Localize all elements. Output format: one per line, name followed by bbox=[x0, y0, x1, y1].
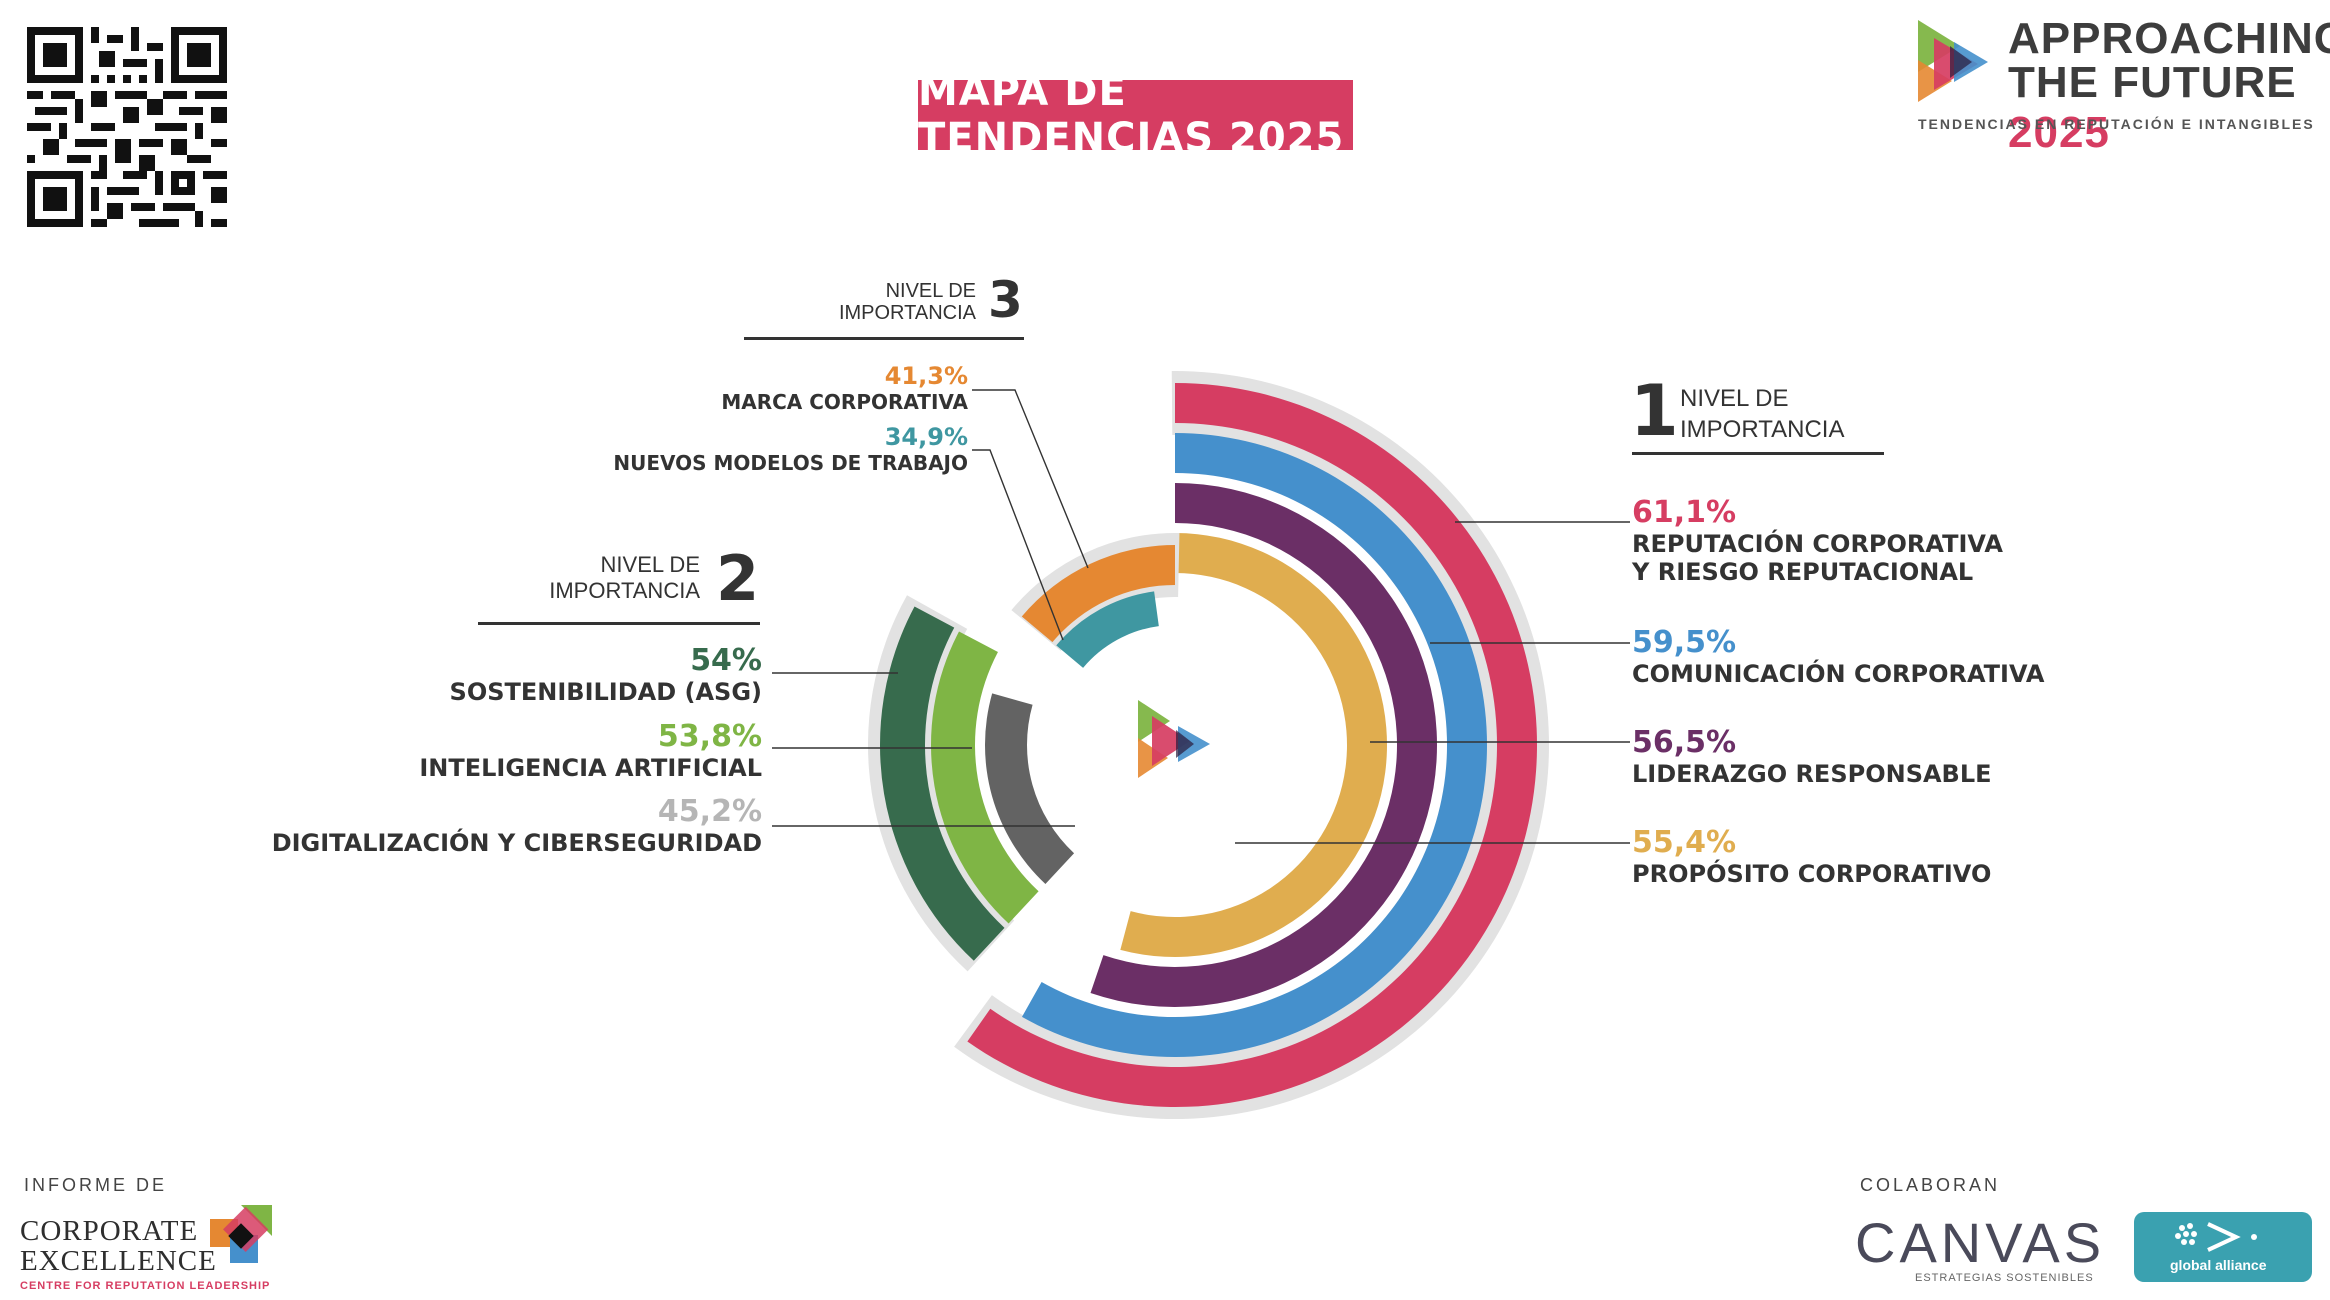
brand-name-line1: APPROACHING bbox=[2008, 14, 2330, 63]
text-nuevos-modelos: NUEVOS MODELOS DE TRABAJO bbox=[613, 451, 968, 475]
label-sostenibilidad: 54% SOSTENIBILIDAD (ASG) bbox=[360, 643, 762, 707]
level3-text2: IMPORTANCIA bbox=[838, 302, 976, 324]
global-alliance-text: global alliance bbox=[2170, 1257, 2267, 1273]
pct-digitalizacion: 45,2% bbox=[657, 794, 762, 829]
label-digitalizacion: 45,2% DIGITALIZACIÓN Y CIBERSEGURIDAD bbox=[200, 794, 762, 858]
brand-year: 2025 bbox=[2008, 108, 2110, 157]
global-alliance-logo bbox=[2134, 1212, 2312, 1282]
level3-number: 3 bbox=[988, 271, 1023, 329]
text-sostenibilidad: SOSTENIBILIDAD (ASG) bbox=[449, 678, 762, 706]
pct-comunicacion-corporativa: 59,5% bbox=[1632, 625, 1737, 660]
corporate-excellence-tagline: CENTRE FOR REPUTATION LEADERSHIP bbox=[20, 1280, 271, 1292]
level1-number: 1 bbox=[1630, 370, 1679, 452]
arc-digitalizacion bbox=[985, 693, 1075, 884]
arc-proposito-corporativo bbox=[1120, 533, 1387, 957]
level2-text2: IMPORTANCIA bbox=[549, 578, 700, 603]
level2-text1: NIVEL DE bbox=[600, 552, 700, 577]
label-proposito-corporativo: 55,4% PROPÓSITO CORPORATIVO bbox=[1632, 825, 2132, 889]
arc-inteligencia-artificial bbox=[930, 631, 1039, 924]
label-inteligencia-artificial: 53,8% INTELIGENCIA ARTIFICIAL bbox=[360, 719, 762, 783]
pct-liderazgo-responsable: 56,5% bbox=[1632, 725, 1737, 760]
text-liderazgo-responsable: LIDERAZGO RESPONSABLE bbox=[1632, 760, 1992, 788]
corporate-excellence-logo bbox=[210, 1205, 272, 1263]
text-comunicacion-corporativa: COMUNICACIÓN CORPORATIVA bbox=[1632, 660, 2045, 688]
canvas-tagline: ESTRATEGIAS SOSTENIBLES bbox=[1915, 1272, 2094, 1284]
text-proposito-corporativo: PROPÓSITO CORPORATIVO bbox=[1632, 860, 1992, 888]
level3-header: NIVEL DE IMPORTANCIA bbox=[820, 280, 976, 324]
approaching-the-future-logo bbox=[1918, 20, 1988, 102]
label-nuevos-modelos: 34,9% NUEVOS MODELOS DE TRABAJO bbox=[550, 423, 968, 475]
pct-reputacion-corporativa: 61,1% bbox=[1632, 495, 1737, 530]
level1-text2: IMPORTANCIA bbox=[1680, 416, 1845, 443]
arc-reputacion-corporativa bbox=[967, 383, 1537, 1107]
center-logo bbox=[1138, 700, 1210, 778]
canvas-logo-text: CANVAS bbox=[1855, 1211, 2106, 1274]
leader-marca bbox=[972, 389, 1089, 569]
pct-proposito-corporativo: 55,4% bbox=[1632, 825, 1737, 860]
level1-header: NIVEL DE IMPORTANCIA bbox=[1680, 383, 1844, 445]
text-digitalizacion: DIGITALIZACIÓN Y CIBERSEGURIDAD bbox=[271, 829, 762, 857]
label-liderazgo-responsable: 56,5% LIDERAZGO RESPONSABLE bbox=[1632, 725, 2132, 789]
level2-number: 2 bbox=[716, 542, 760, 615]
label-marca-corporativa: 41,3% MARCA CORPORATIVA bbox=[550, 362, 968, 414]
informe-de-label: INFORME DE bbox=[24, 1175, 168, 1195]
label-comunicacion-corporativa: 59,5% COMUNICACIÓN CORPORATIVA bbox=[1632, 625, 2132, 689]
leader-nuevos-modelos bbox=[972, 449, 1064, 641]
text-reputacion-line2: Y RIESGO REPUTACIONAL bbox=[1632, 558, 1974, 586]
label-reputacion-corporativa: 61,1% REPUTACIÓN CORPORATIVA Y RIESGO RE… bbox=[1632, 495, 2132, 587]
level2-rule bbox=[478, 622, 760, 625]
level1-text1: NIVEL DE bbox=[1680, 385, 1789, 412]
global-alliance-icon bbox=[2175, 1222, 2257, 1252]
brand-subtitle: TENDENCIAS EN REPUTACIÓN E INTANGIBLES bbox=[1918, 116, 2315, 132]
corporate-excellence-line1: CORPORATE bbox=[20, 1215, 199, 1247]
level1-rule bbox=[1632, 452, 1884, 455]
text-inteligencia-artificial: INTELIGENCIA ARTIFICIAL bbox=[419, 754, 762, 782]
level3-rule bbox=[744, 337, 1024, 340]
pct-sostenibilidad: 54% bbox=[690, 643, 762, 678]
text-reputacion-line1: REPUTACIÓN CORPORATIVA bbox=[1632, 530, 2003, 558]
qr-code bbox=[27, 27, 227, 227]
pct-nuevos-modelos: 34,9% bbox=[884, 423, 968, 451]
pct-marca-corporativa: 41,3% bbox=[884, 362, 968, 390]
level3-text1: NIVEL DE bbox=[885, 280, 976, 302]
corporate-excellence-line2: EXCELLENCE bbox=[20, 1245, 217, 1277]
text-marca-corporativa: MARCA CORPORATIVA bbox=[721, 390, 968, 414]
colaboran-label: COLABORAN bbox=[1860, 1175, 2001, 1195]
arc-marca-corporativa bbox=[1021, 545, 1175, 643]
pct-inteligencia-artificial: 53,8% bbox=[657, 719, 762, 754]
level2-header: NIVEL DE IMPORTANCIA bbox=[500, 552, 700, 604]
arc-nuevos-modelos bbox=[1056, 591, 1159, 668]
arc-sostenibilidad bbox=[880, 606, 1005, 961]
brand-name-line2: THE FUTURE 2025 bbox=[2008, 58, 2297, 157]
